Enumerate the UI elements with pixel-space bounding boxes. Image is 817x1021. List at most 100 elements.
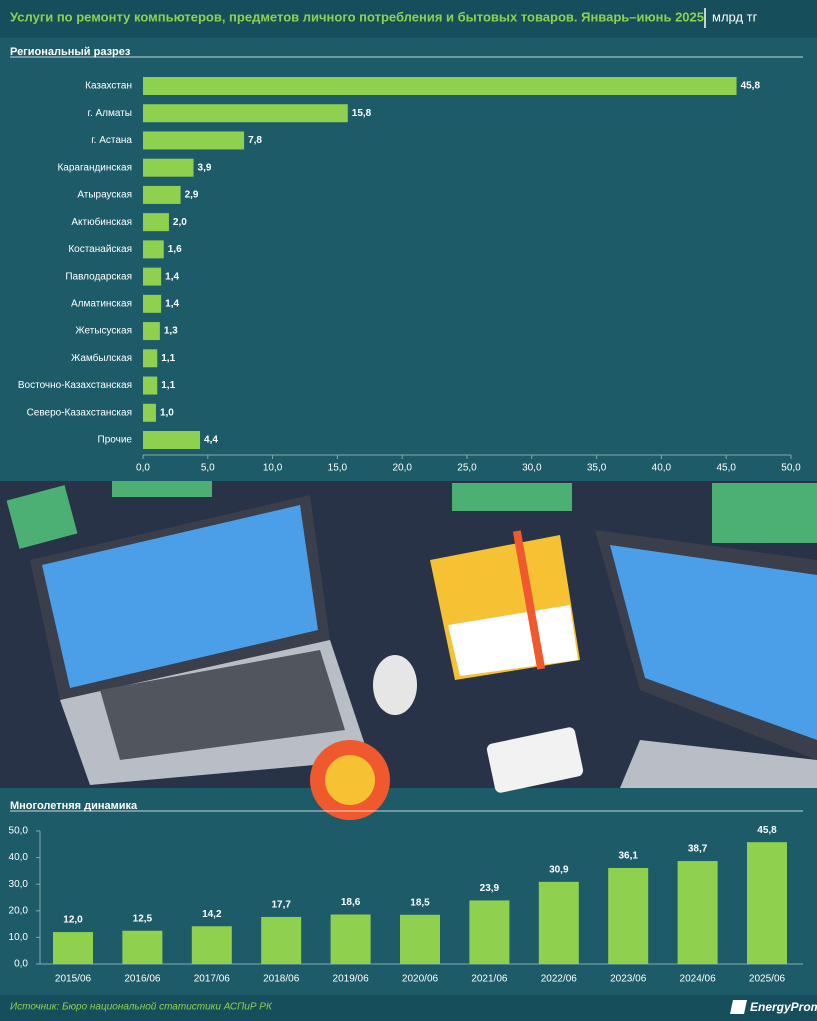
x-tick-label: 2019/06 bbox=[333, 974, 370, 985]
value-label: 12,5 bbox=[133, 913, 153, 924]
bar bbox=[538, 881, 579, 964]
category-label: Казахстан bbox=[85, 81, 132, 92]
value-label: 1,0 bbox=[160, 407, 174, 418]
value-label: 45,8 bbox=[757, 825, 777, 836]
x-tick-label: 0,0 bbox=[136, 463, 150, 474]
bar bbox=[143, 376, 158, 395]
x-tick-label: 30,0 bbox=[522, 463, 542, 474]
x-tick-label: 2021/06 bbox=[471, 974, 508, 985]
header-band bbox=[0, 0, 817, 38]
category-label: Северо-Казахстанская bbox=[27, 407, 132, 418]
bar bbox=[122, 930, 163, 964]
value-label: 15,8 bbox=[352, 108, 372, 119]
bar bbox=[608, 867, 649, 964]
category-label: г. Астана bbox=[91, 135, 132, 146]
x-tick-label: 2020/06 bbox=[402, 974, 439, 985]
bar bbox=[747, 842, 787, 964]
value-label: 4,4 bbox=[204, 435, 218, 446]
section-title: Многолетняя динамика bbox=[10, 800, 138, 812]
value-label: 12,0 bbox=[63, 915, 83, 926]
bar bbox=[400, 914, 440, 964]
value-label: 1,4 bbox=[165, 298, 179, 309]
section-title: Региональный разрез bbox=[10, 46, 131, 58]
y-tick-label: 10,0 bbox=[9, 932, 29, 943]
logo: EnergyProm bbox=[750, 1000, 817, 1014]
bar bbox=[143, 158, 194, 177]
value-label: 36,1 bbox=[618, 851, 638, 862]
value-label: 1,3 bbox=[164, 326, 178, 337]
category-label: Костанайская bbox=[68, 244, 132, 255]
x-tick-label: 2024/06 bbox=[680, 974, 717, 985]
x-tick-label: 10,0 bbox=[263, 463, 283, 474]
bar bbox=[143, 267, 162, 286]
category-label: Жамбылская bbox=[71, 352, 132, 364]
category-label: Павлодарская bbox=[65, 271, 132, 282]
illustration bbox=[0, 481, 817, 820]
unit: млрд тг bbox=[712, 9, 758, 24]
category-label: Алматинская bbox=[71, 298, 132, 309]
x-tick-label: 40,0 bbox=[652, 463, 672, 474]
bar bbox=[143, 131, 245, 150]
source: Источник: Бюро национальной статистики А… bbox=[10, 1002, 273, 1013]
value-label: 2,9 bbox=[185, 190, 199, 201]
bar bbox=[143, 240, 164, 259]
value-label: 17,7 bbox=[271, 900, 291, 911]
category-label: Восточно-Казахстанская bbox=[18, 380, 132, 391]
x-tick-label: 15,0 bbox=[328, 463, 348, 474]
category-label: г. Алматы bbox=[88, 108, 132, 119]
x-tick-label: 20,0 bbox=[392, 463, 412, 474]
footer-band bbox=[0, 995, 817, 1021]
page-title: Услуги по ремонту компьютеров, предметов… bbox=[10, 9, 704, 24]
bar bbox=[53, 932, 93, 964]
category-label: Атырауская bbox=[77, 190, 132, 201]
bar bbox=[143, 349, 158, 368]
bar bbox=[143, 213, 169, 232]
value-label: 1,4 bbox=[165, 271, 179, 282]
category-label: Жетысуская bbox=[75, 326, 132, 337]
logo-icon bbox=[730, 1000, 747, 1014]
x-tick-label: 45,0 bbox=[716, 463, 736, 474]
x-tick-label: 50,0 bbox=[781, 463, 801, 474]
bar bbox=[143, 185, 181, 204]
bar bbox=[469, 900, 510, 964]
bar bbox=[143, 294, 162, 313]
y-tick-label: 40,0 bbox=[9, 852, 29, 863]
value-label: 23,9 bbox=[480, 883, 500, 894]
y-tick-label: 50,0 bbox=[9, 826, 29, 837]
value-label: 1,1 bbox=[161, 353, 175, 364]
value-label: 18,6 bbox=[341, 897, 361, 908]
value-label: 2,0 bbox=[173, 217, 187, 228]
value-label: 14,2 bbox=[202, 909, 222, 920]
category-label: Карагандинская bbox=[57, 162, 132, 173]
x-tick-label: 2018/06 bbox=[263, 974, 300, 985]
x-tick-label: 2017/06 bbox=[194, 974, 231, 985]
bar bbox=[143, 104, 348, 123]
value-label: 38,7 bbox=[688, 844, 708, 855]
y-tick-label: 20,0 bbox=[9, 905, 29, 916]
value-label: 1,6 bbox=[168, 244, 182, 255]
bar bbox=[143, 430, 201, 449]
x-tick-label: 5,0 bbox=[201, 463, 215, 474]
x-tick-label: 2016/06 bbox=[124, 974, 161, 985]
category-label: Актюбинская bbox=[71, 216, 132, 228]
y-tick-label: 30,0 bbox=[9, 879, 29, 890]
category-label: Прочие bbox=[98, 435, 133, 446]
x-tick-label: 35,0 bbox=[587, 463, 607, 474]
bar bbox=[143, 77, 737, 95]
x-tick-label: 2015/06 bbox=[55, 974, 92, 985]
bar bbox=[143, 322, 160, 341]
x-tick-label: 2022/06 bbox=[541, 974, 578, 985]
value-label: 45,8 bbox=[741, 81, 761, 92]
value-label: 18,5 bbox=[410, 897, 430, 908]
x-tick-label: 25,0 bbox=[457, 463, 477, 474]
x-tick-label: 2023/06 bbox=[610, 974, 647, 985]
value-label: 1,1 bbox=[161, 380, 175, 391]
value-label: 30,9 bbox=[549, 864, 569, 875]
bar bbox=[191, 926, 232, 964]
bar bbox=[677, 861, 718, 964]
y-tick-label: 0,0 bbox=[14, 959, 28, 970]
value-label: 3,9 bbox=[198, 162, 212, 173]
x-tick-label: 2025/06 bbox=[749, 974, 786, 985]
value-label: 7,8 bbox=[248, 135, 262, 146]
